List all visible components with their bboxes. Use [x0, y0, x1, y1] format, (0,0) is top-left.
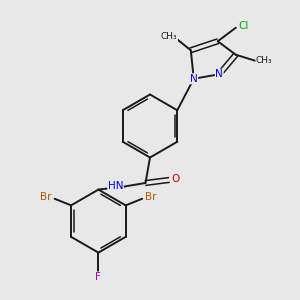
Text: CH₃: CH₃	[161, 32, 178, 41]
Text: HN: HN	[108, 181, 123, 191]
Text: N: N	[215, 69, 223, 79]
Text: N: N	[190, 74, 198, 84]
Text: Br: Br	[145, 192, 156, 202]
Text: Br: Br	[40, 192, 52, 202]
Text: CH₃: CH₃	[256, 56, 273, 65]
Text: F: F	[95, 272, 101, 282]
Text: O: O	[171, 174, 180, 184]
Text: Cl: Cl	[238, 21, 248, 31]
